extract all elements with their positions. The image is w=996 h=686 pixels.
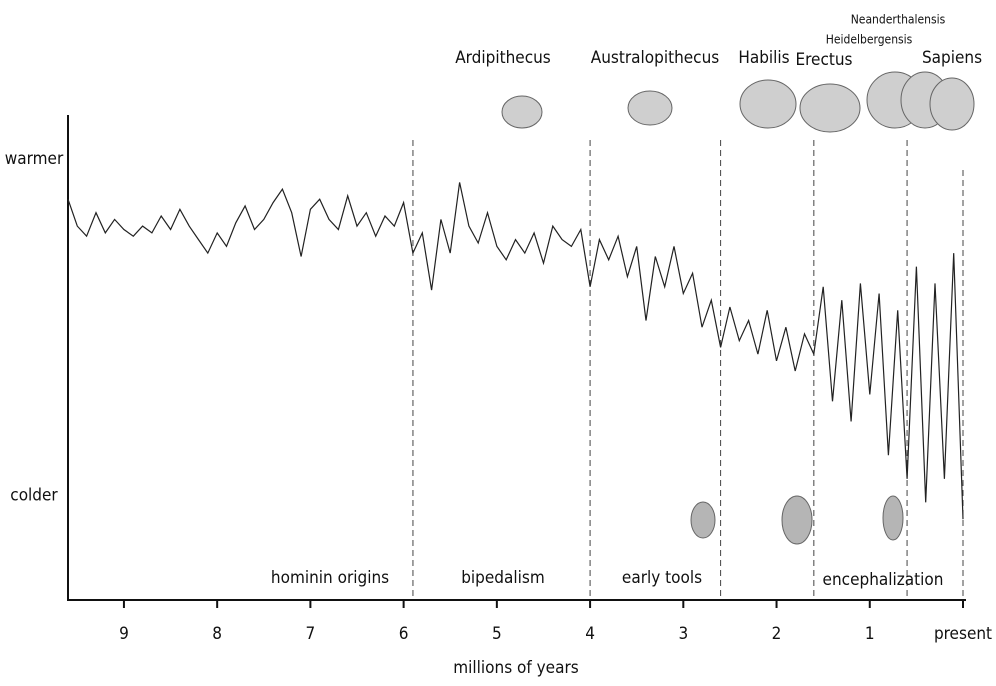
species-label: Neanderthalensis <box>851 13 946 27</box>
period-label: hominin origins <box>271 568 389 588</box>
species-label: Habilis <box>738 48 789 68</box>
stone-tool <box>690 501 716 539</box>
stone-tool <box>781 495 813 545</box>
skull <box>799 83 861 133</box>
x-tick-label: present <box>934 624 992 644</box>
x-tick-label: 1 <box>865 624 875 644</box>
species-label: Erectus <box>795 50 852 70</box>
period-label: encephalization <box>823 570 944 590</box>
skull <box>929 77 975 131</box>
x-tick-label: 8 <box>212 624 222 644</box>
species-label: Australopithecus <box>591 48 720 68</box>
skull <box>627 90 673 126</box>
x-tick-label: 7 <box>306 624 316 644</box>
period-label: bipedalism <box>461 568 545 588</box>
skull <box>501 95 543 129</box>
period-label: early tools <box>622 568 702 588</box>
x-tick-label: 4 <box>585 624 595 644</box>
species-label: Ardipithecus <box>455 48 551 68</box>
climate-line <box>67 182 964 520</box>
y-tick-label: warmer <box>5 149 64 169</box>
x-tick-label: 9 <box>119 624 129 644</box>
stone-tool <box>882 495 904 541</box>
species-label: Sapiens <box>922 48 982 68</box>
x-axis-label: millions of years <box>453 658 578 678</box>
x-tick-label: 3 <box>678 624 688 644</box>
tool-icons <box>690 495 904 545</box>
y-tick-label: colder <box>10 486 58 506</box>
x-tick-label: 2 <box>772 624 782 644</box>
x-tick-label: 5 <box>492 624 502 644</box>
species-label: Heidelbergensis <box>826 33 913 47</box>
x-tick-label: 6 <box>399 624 409 644</box>
skull <box>739 79 797 129</box>
skull-icons <box>501 71 975 133</box>
